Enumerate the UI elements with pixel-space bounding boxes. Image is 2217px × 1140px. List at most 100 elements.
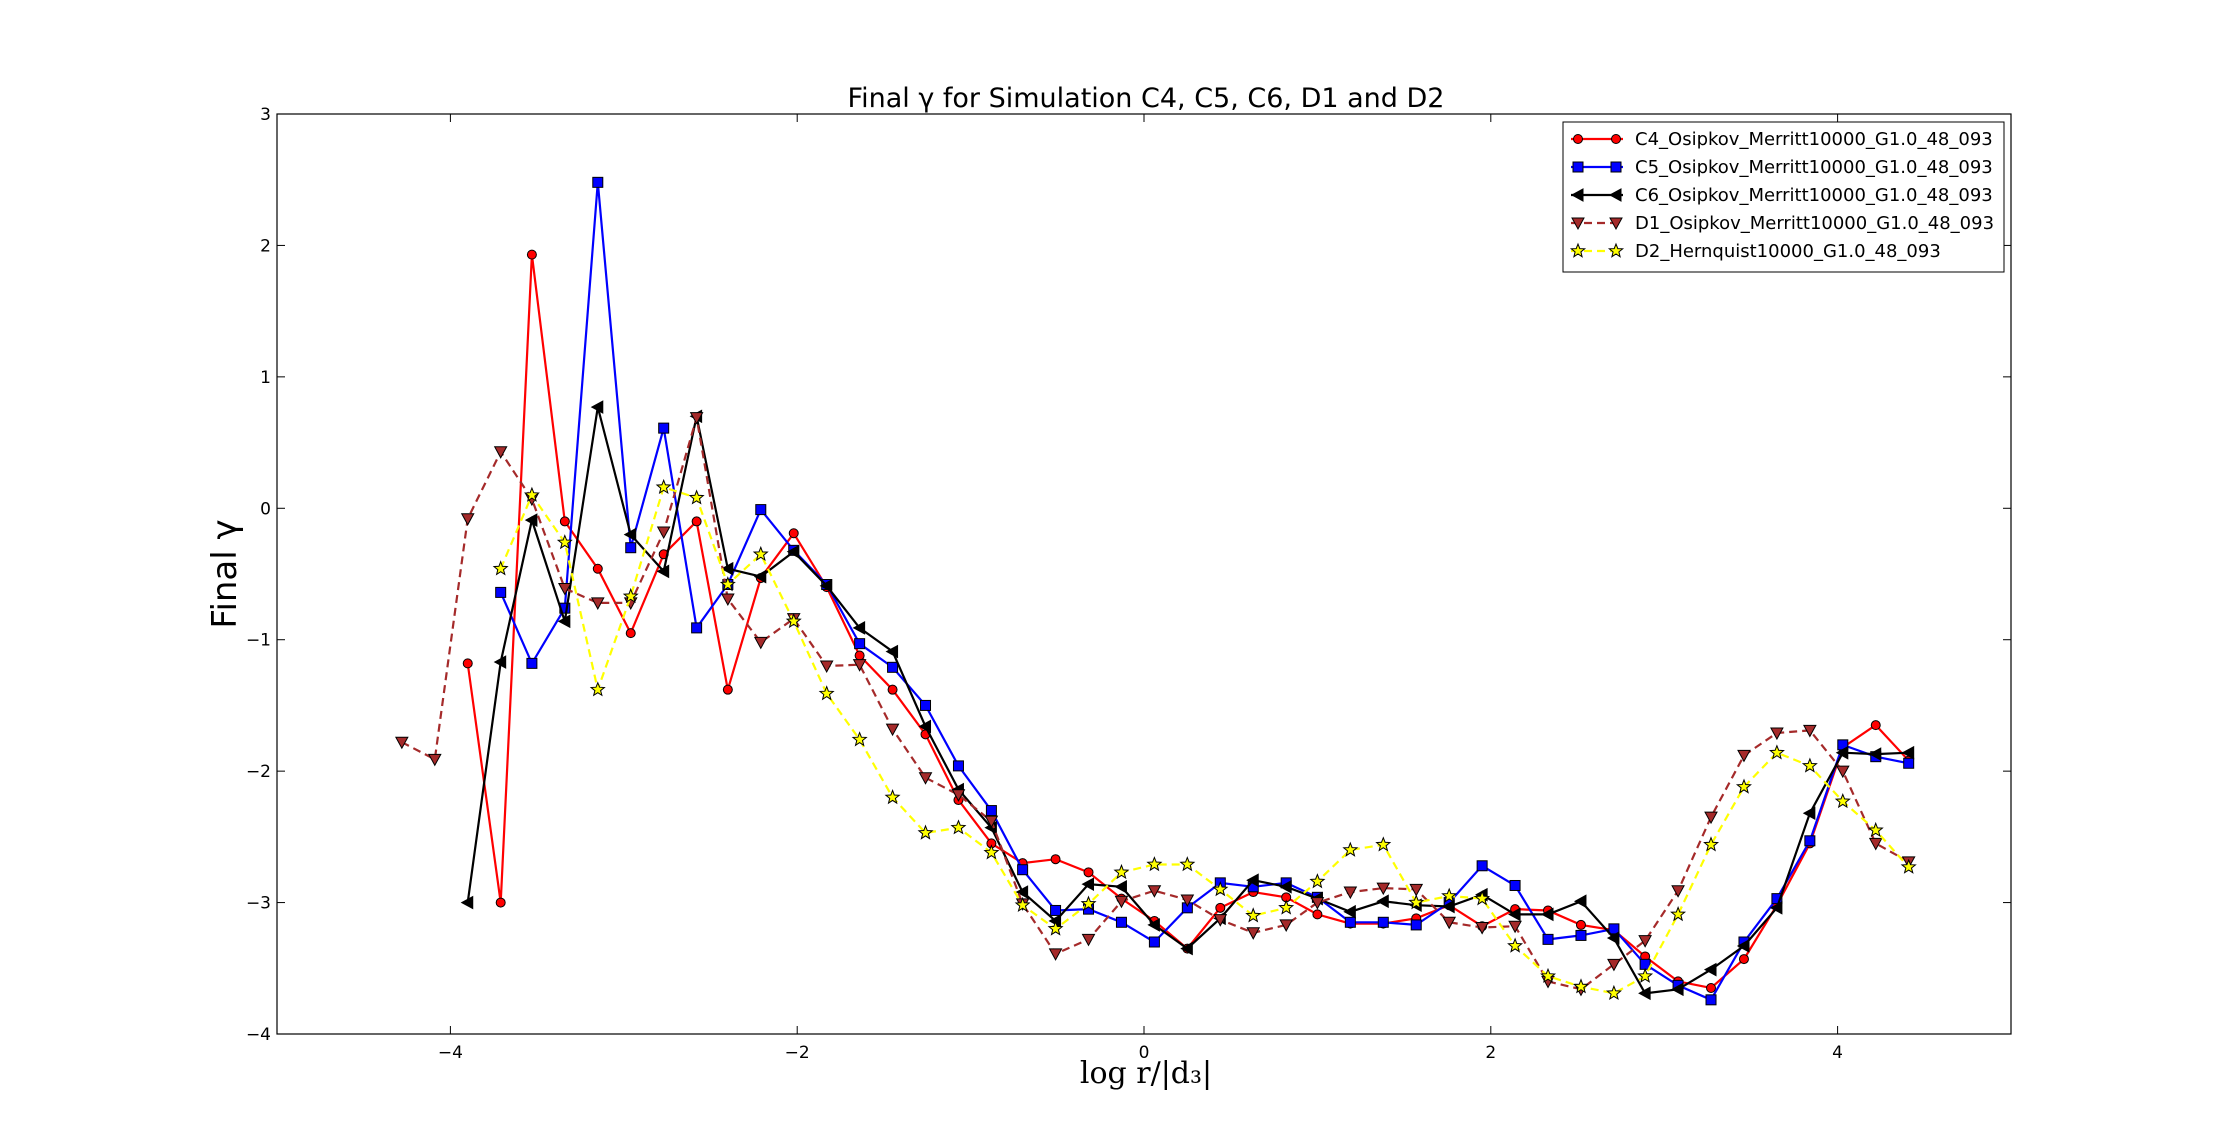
data-point — [1442, 899, 1455, 914]
data-point — [1279, 879, 1292, 894]
series-2 — [495, 176, 1915, 1006]
y-tick-label: −1 — [246, 631, 271, 651]
data-point — [720, 593, 735, 607]
x-axis-label: log r/|d₃| — [1080, 1056, 1212, 1091]
data-point — [492, 560, 509, 576]
data-point — [495, 897, 506, 908]
data-point — [720, 561, 734, 576]
data-point — [1081, 933, 1096, 947]
data-point — [658, 422, 670, 434]
data-point — [625, 628, 636, 639]
data-point — [1573, 894, 1587, 909]
legend-entry: D1_Osipkov_Merritt10000_G1.0_48_093 — [1571, 213, 1994, 234]
data-point — [1870, 720, 1881, 731]
legend-label: D1_Osipkov_Merritt10000_G1.0_48_093 — [1635, 213, 1994, 234]
data-point — [1834, 793, 1851, 809]
data-point — [493, 446, 508, 459]
legend-entry: C4_Osipkov_Merritt10000_G1.0_48_093 — [1571, 129, 1993, 150]
data-point — [1802, 806, 1816, 821]
data-point — [1704, 811, 1718, 825]
data-point — [1246, 927, 1261, 940]
data-point — [818, 685, 835, 701]
data-point — [1803, 724, 1817, 738]
data-point — [395, 736, 409, 750]
data-point — [1575, 919, 1586, 930]
data-point — [951, 789, 966, 802]
data-point — [1081, 877, 1095, 892]
data-point — [1375, 836, 1392, 852]
y-tick-label: −2 — [246, 762, 271, 782]
data-point — [1540, 967, 1557, 983]
x-tick-label: 4 — [1832, 1043, 1843, 1063]
data-point — [1638, 986, 1651, 1001]
data-point — [1605, 984, 1622, 1001]
data-point — [623, 527, 637, 542]
x-tick-label: 0 — [1139, 1043, 1150, 1063]
data-point — [917, 824, 934, 840]
legend-label: D2_Hernquist10000_G1.0_48_093 — [1635, 241, 1941, 262]
series-line — [401, 417, 1910, 991]
data-point — [1343, 886, 1358, 900]
data-point — [592, 563, 603, 574]
data-point — [918, 719, 932, 734]
data-point — [1735, 778, 1752, 794]
data-point — [752, 545, 769, 562]
data-point — [691, 516, 702, 527]
data-point — [851, 731, 868, 747]
data-point — [1737, 749, 1751, 763]
data-point — [1835, 745, 1849, 760]
data-point — [1179, 856, 1196, 872]
legend-label: C4_Osipkov_Merritt10000_G1.0_48_093 — [1635, 129, 1993, 150]
data-point — [884, 788, 901, 805]
data-point — [1246, 873, 1259, 888]
data-point — [1114, 879, 1127, 894]
data-point — [885, 644, 899, 659]
data-point — [1083, 867, 1094, 878]
data-point — [1050, 854, 1061, 865]
data-point — [1441, 887, 1458, 903]
y-tick-label: −4 — [246, 1025, 271, 1045]
x-tick-label: 2 — [1485, 1043, 1496, 1063]
data-point — [1343, 904, 1356, 919]
data-point — [1509, 879, 1521, 891]
data-point — [622, 587, 639, 604]
legend-label: C5_Osipkov_Merritt10000_G1.0_48_093 — [1635, 157, 1993, 178]
y-tick-label: 2 — [260, 236, 271, 256]
data-point — [1637, 967, 1654, 983]
data-point — [592, 176, 604, 188]
data-point — [558, 582, 572, 596]
data-point — [854, 650, 865, 661]
data-point — [556, 534, 573, 550]
data-point — [1047, 920, 1064, 936]
data-point — [1215, 902, 1226, 913]
data-point — [1475, 922, 1489, 935]
data-point — [1147, 885, 1162, 898]
data-point — [887, 684, 898, 695]
series-3 — [460, 400, 1915, 1001]
data-point — [1015, 885, 1029, 899]
data-point — [1703, 836, 1720, 852]
data-point — [1804, 835, 1816, 847]
data-point — [1703, 962, 1717, 977]
data-point — [524, 513, 538, 527]
data-point — [1376, 894, 1389, 909]
legend-entry: C6_Osipkov_Merritt10000_G1.0_48_093 — [1570, 185, 1993, 206]
data-point — [1146, 856, 1163, 872]
data-point — [1738, 954, 1749, 965]
data-point — [1113, 863, 1130, 880]
data-point — [691, 622, 703, 634]
data-point — [462, 658, 473, 669]
data-point — [655, 478, 672, 495]
data-point — [625, 542, 637, 554]
data-point — [1901, 745, 1915, 760]
data-point — [1606, 931, 1620, 945]
data-point — [753, 636, 768, 650]
data-point — [688, 489, 705, 505]
data-point — [1572, 161, 1584, 173]
data-point — [1609, 217, 1623, 231]
data-point — [1769, 900, 1783, 915]
data-point — [1344, 916, 1356, 928]
data-point — [1408, 894, 1425, 910]
data-point — [1180, 894, 1195, 907]
